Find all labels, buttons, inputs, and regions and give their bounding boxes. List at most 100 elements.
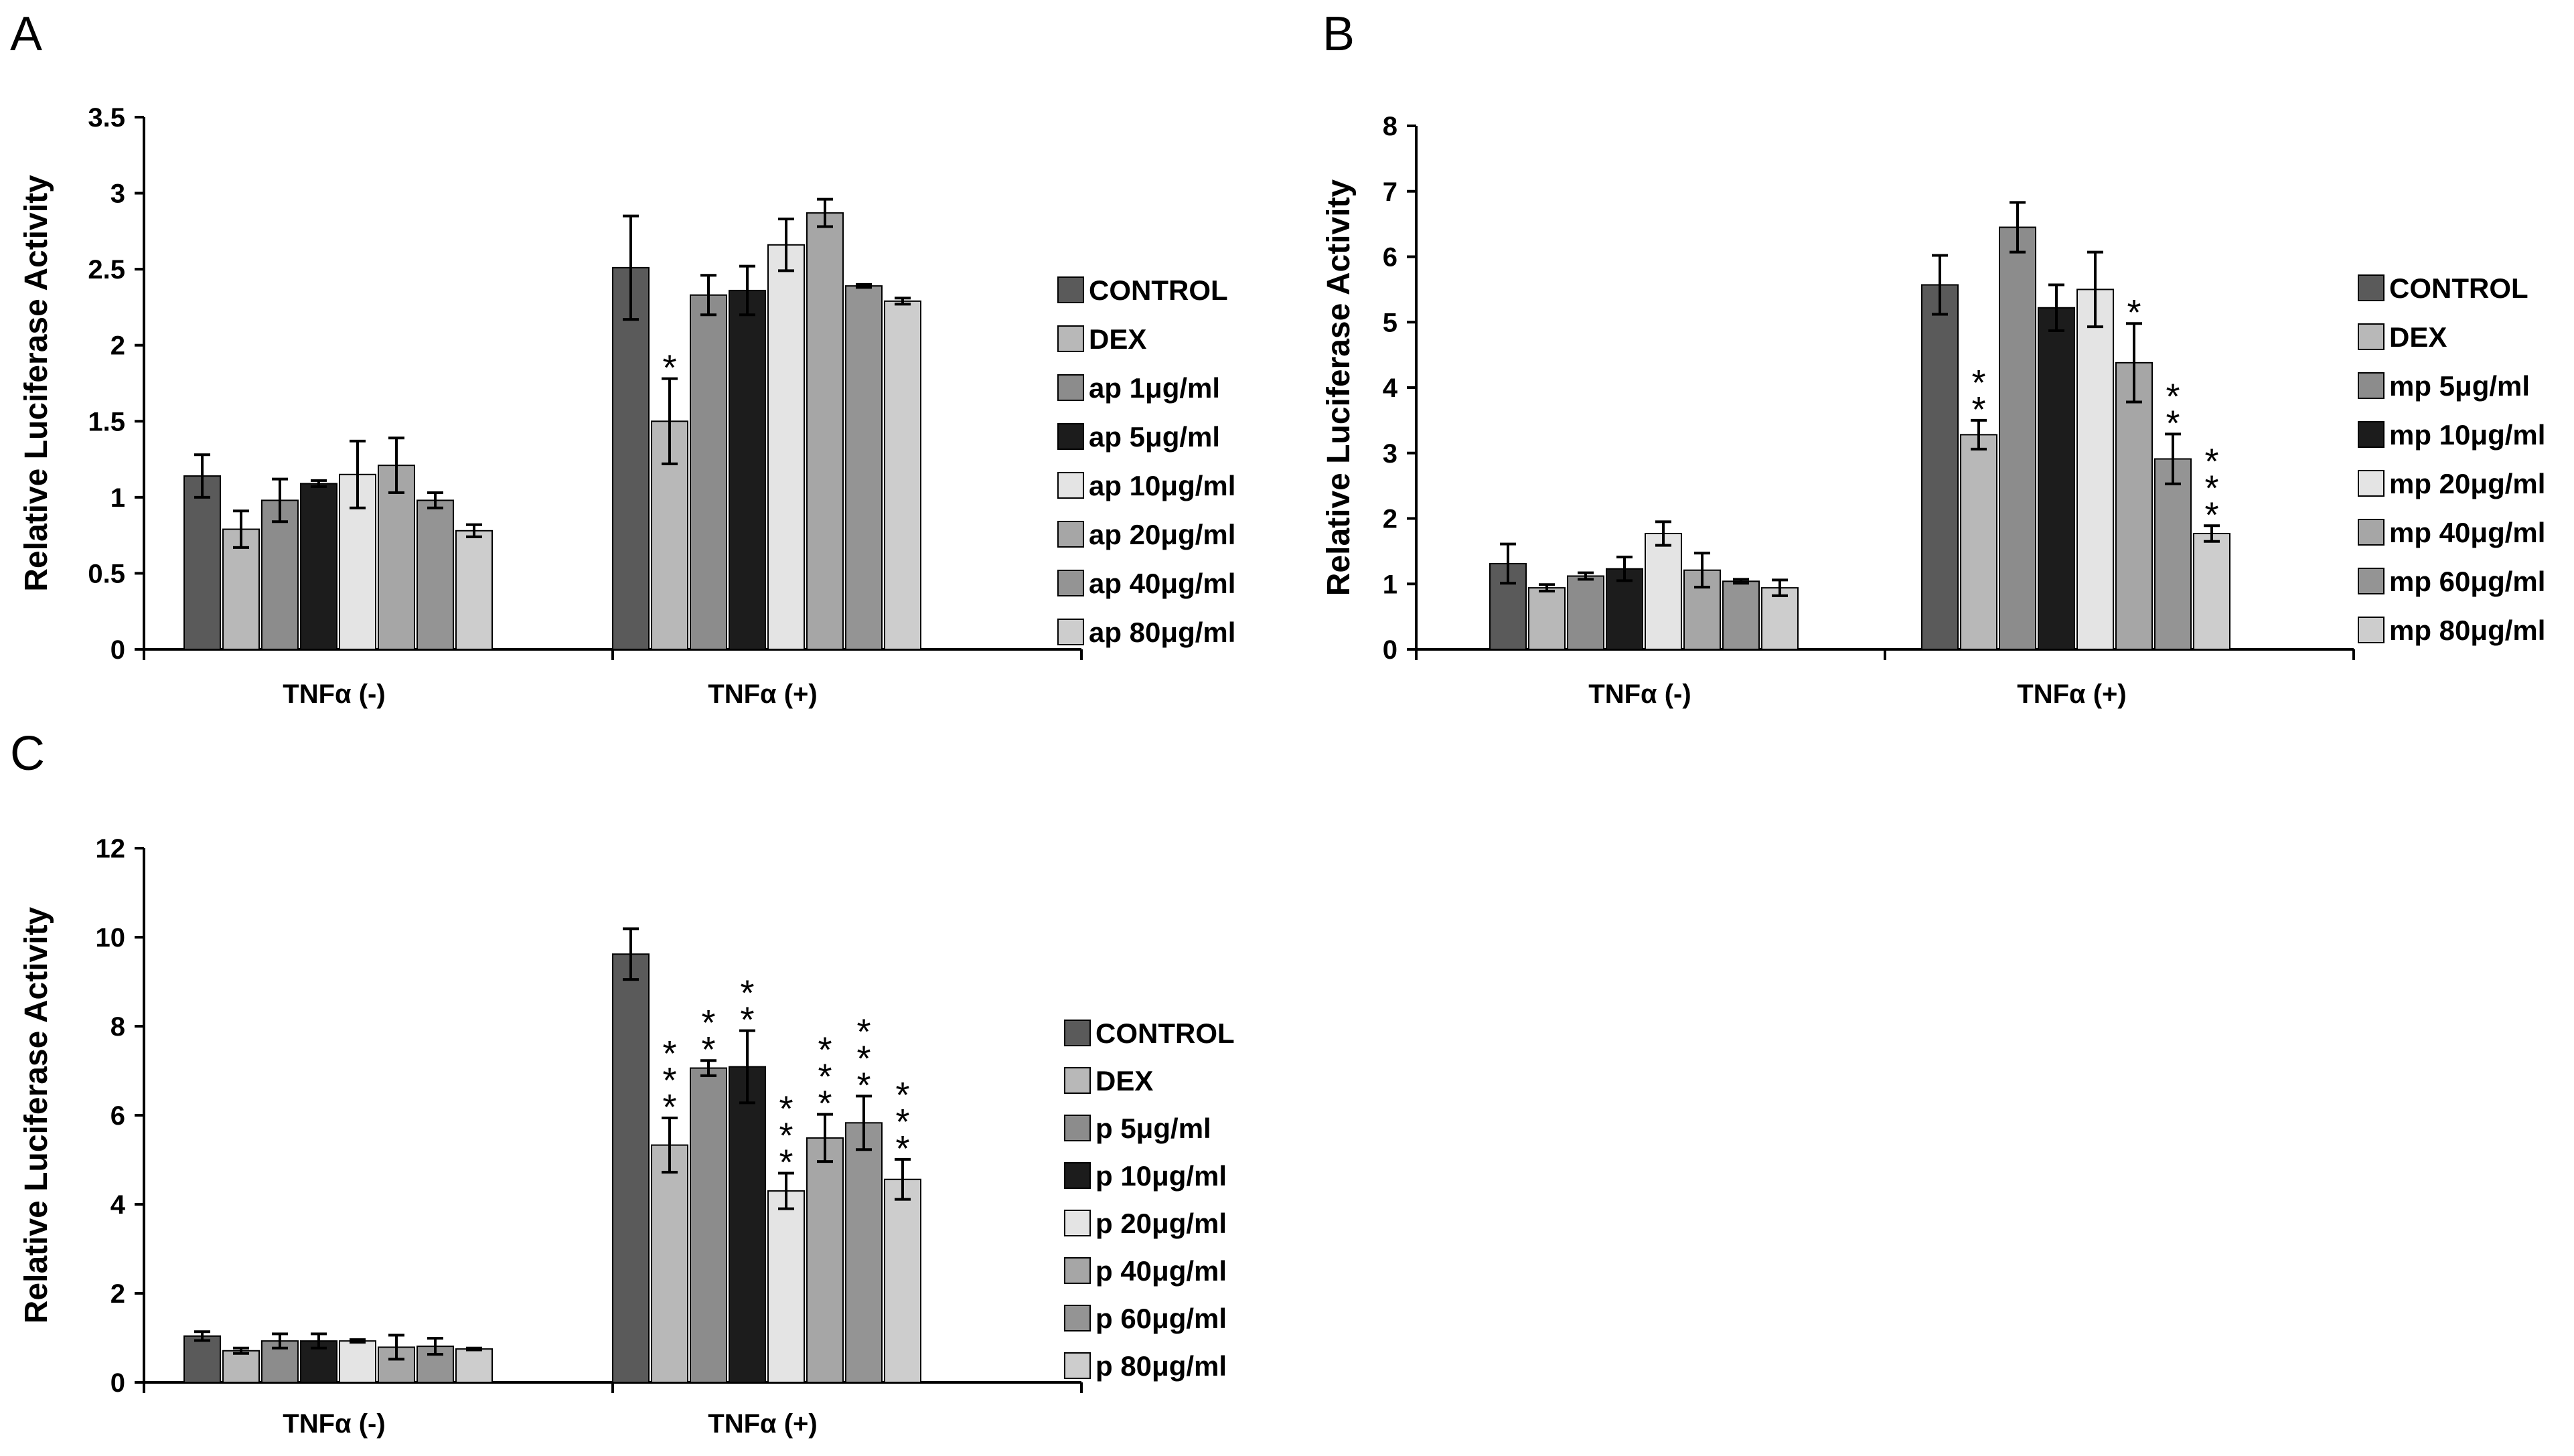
bar xyxy=(2154,458,2192,650)
y-tick-label: 3.5 xyxy=(88,103,125,133)
bar xyxy=(261,499,299,651)
y-tick-label: 6 xyxy=(110,1101,125,1131)
bar xyxy=(884,300,921,651)
legend-label: ap 1μg/ml xyxy=(1089,372,1220,404)
significance-label: * * xyxy=(1971,363,1985,430)
legend-label: ap 80μg/ml xyxy=(1089,617,1235,648)
legend-swatch xyxy=(2358,470,2384,497)
legend-label: mp 5μg/ml xyxy=(2389,370,2530,402)
bar xyxy=(261,1340,299,1384)
y-tick-label: 2 xyxy=(110,1279,125,1309)
legend-swatch xyxy=(2358,372,2384,399)
y-tick-label: 1 xyxy=(1383,570,1397,599)
bar xyxy=(339,1340,376,1384)
bar xyxy=(1999,226,2036,650)
bar xyxy=(690,294,727,650)
bar xyxy=(1921,284,1959,651)
significance-label: * * * xyxy=(2204,441,2218,535)
y-axis-label: Relative Luciferase Activity xyxy=(19,906,54,1323)
y-tick-label: 0.5 xyxy=(88,559,125,588)
y-tick-label: 3 xyxy=(1383,439,1397,469)
y-tick-label: 5 xyxy=(1383,308,1397,337)
significance-label: * * * xyxy=(779,1088,793,1182)
bar xyxy=(2038,307,2075,650)
legend-swatch xyxy=(1064,1352,1091,1379)
legend-label: p 60μg/ml xyxy=(1095,1303,1227,1334)
panel-a: A 0 0.5 1 1.5 2 2.5 3 3.5 Relative Luciferase Act… xyxy=(10,7,1235,709)
y-tick-label: 2 xyxy=(1383,505,1397,534)
category-label: TNFα (+) xyxy=(708,679,817,709)
legend-label: mp 10μg/ml xyxy=(2389,419,2545,451)
y-tick-label: 10 xyxy=(96,923,126,953)
legend-swatch xyxy=(1057,423,1084,450)
legend-label: DEX xyxy=(1089,323,1146,355)
significance-label: * * xyxy=(701,1003,715,1070)
y-tick-label: 0 xyxy=(110,1368,125,1398)
category-label: TNFα (+) xyxy=(708,1409,817,1439)
legend-swatch xyxy=(2358,421,2384,448)
bar xyxy=(2115,361,2153,650)
legend-swatch xyxy=(1057,472,1084,499)
legend-swatch xyxy=(1057,374,1084,401)
category-label: TNFα (-) xyxy=(283,1409,385,1439)
legend-swatch xyxy=(1057,276,1084,303)
significance-label: * * * xyxy=(895,1075,909,1169)
legend-label: p 10μg/ml xyxy=(1095,1160,1227,1192)
legend-label: CONTROL xyxy=(1095,1018,1235,1049)
legend-swatch xyxy=(1064,1067,1091,1094)
bar xyxy=(806,1137,844,1384)
bar xyxy=(845,1122,883,1384)
legend-label: mp 40μg/ml xyxy=(2389,517,2545,548)
legend-swatch xyxy=(2358,568,2384,594)
y-tick-label: 3 xyxy=(110,179,125,209)
y-tick-label: 12 xyxy=(96,834,126,864)
bar xyxy=(729,1066,766,1383)
bar xyxy=(651,1144,688,1384)
legend-swatch xyxy=(1064,1305,1091,1331)
legend-swatch xyxy=(1057,570,1084,596)
y-axis-label: Relative Luciferase Activity xyxy=(19,175,54,592)
legend-label: ap 20μg/ml xyxy=(1089,519,1235,550)
bar xyxy=(1960,434,1997,650)
bar xyxy=(612,953,650,1383)
legend-label: p 20μg/ml xyxy=(1095,1208,1227,1239)
y-tick-label: 2 xyxy=(110,331,125,361)
panel-b: B 0 1 2 3 4 5 6 7 8 Relative Luciferase Activity TN… xyxy=(1321,7,2545,709)
bar xyxy=(2076,289,2114,650)
bar xyxy=(417,499,454,651)
legend-swatch xyxy=(1064,1115,1091,1141)
bar xyxy=(1606,568,1643,651)
legend-label: ap 10μg/ml xyxy=(1089,470,1235,501)
bar xyxy=(300,483,337,651)
y-tick-label: 1 xyxy=(110,483,125,513)
significance-label: * xyxy=(2127,293,2141,333)
y-tick-label: 0 xyxy=(1383,635,1397,665)
significance-label: * * xyxy=(740,973,754,1040)
legend-label: mp 20μg/ml xyxy=(2389,468,2545,499)
panel-c: C 0 2 4 6 8 10 12 Relative Luciferase Activity TN… xyxy=(10,727,1235,1439)
category-label: TNFα (-) xyxy=(1588,679,1691,709)
legend-swatch xyxy=(1057,521,1084,548)
bar xyxy=(1761,587,1799,650)
legend-label: mp 60μg/ml xyxy=(2389,566,2545,597)
legend-swatch xyxy=(1057,325,1084,352)
y-axis-label: Relative Luciferase Activity xyxy=(1321,179,1357,596)
y-tick-label: 6 xyxy=(1383,243,1397,272)
category-label: TNFα (+) xyxy=(2017,679,2126,709)
legend-label: p 40μg/ml xyxy=(1095,1255,1227,1287)
significance-label: * * * xyxy=(856,1012,870,1105)
legend-label: DEX xyxy=(1095,1065,1153,1097)
y-tick-label: 8 xyxy=(110,1012,125,1042)
y-tick-label: 8 xyxy=(1383,112,1397,141)
legend-swatch xyxy=(1057,619,1084,645)
legend-label: mp 80μg/ml xyxy=(2389,615,2545,646)
bar xyxy=(222,1350,260,1384)
bar xyxy=(729,289,766,650)
bar xyxy=(767,244,805,650)
legend-swatch xyxy=(1064,1162,1091,1189)
y-tick-label: 1.5 xyxy=(88,407,125,436)
bar xyxy=(845,285,883,650)
panel-letter: B xyxy=(1322,7,1355,61)
legend-swatch xyxy=(2358,617,2384,643)
